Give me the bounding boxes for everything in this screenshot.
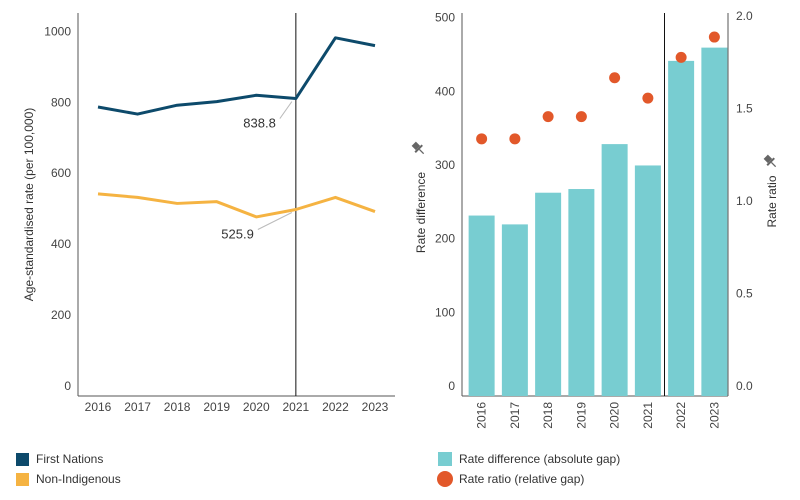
- bar-2019: [568, 189, 595, 396]
- y-tick-label-right: 2.0: [736, 9, 753, 23]
- annotation-leader-first-nations: [279, 101, 293, 119]
- bar-2022: [668, 60, 695, 396]
- ratio-dot-2016: [476, 133, 488, 145]
- legend-label-non-indigenous: Non-Indigenous: [36, 472, 121, 486]
- x-tick-label: 2023: [707, 402, 721, 429]
- y-tick-label-right: 0.5: [736, 286, 753, 300]
- pin-icon-left: [411, 141, 425, 155]
- legend-swatch-rate-difference: [438, 452, 452, 466]
- y-axis-title-right: Rate ratio: [765, 175, 779, 227]
- legend-dot-rate-ratio: [437, 471, 453, 487]
- x-tick-label: 2017: [124, 400, 151, 414]
- x-tick-label: 2018: [541, 402, 555, 429]
- series-line-non-indigenous: [97, 192, 376, 219]
- y-tick-label-right: 0.0: [736, 379, 753, 393]
- y-tick-label-left: 100: [435, 305, 455, 319]
- y-tick-label: 200: [51, 308, 71, 322]
- ratio-dot-2018: [542, 111, 554, 123]
- pin-needle: [770, 161, 777, 168]
- y-tick-label-left: 200: [435, 232, 455, 246]
- y-tick-label: 600: [51, 166, 71, 180]
- x-tick-label: 2017: [508, 402, 522, 429]
- y-tick-label-right: 1.5: [736, 101, 753, 115]
- legend-item-rate-difference[interactable]: Rate difference (absolute gap): [438, 449, 620, 469]
- ratio-dot-2019: [575, 111, 587, 123]
- legend-item-non-indigenous[interactable]: Non-Indigenous: [16, 469, 121, 489]
- y-tick-label-left: 300: [435, 158, 455, 172]
- annotation-non-indigenous: 525.9: [221, 227, 254, 242]
- y-tick-label: 400: [51, 237, 71, 251]
- x-tick-label: 2022: [322, 400, 349, 414]
- pin-needle: [418, 148, 425, 155]
- pin-icon-right: [763, 154, 777, 168]
- x-tick-label: 2019: [574, 402, 588, 429]
- x-tick-label: 2021: [283, 400, 310, 414]
- pin-collar: [414, 144, 423, 153]
- y-tick-label-left: 400: [435, 84, 455, 98]
- legend-swatch-first-nations: [16, 452, 29, 466]
- x-tick-label: 2019: [203, 400, 230, 414]
- legend-swatch-non-indigenous: [16, 472, 29, 486]
- legend-label-first-nations: First Nations: [36, 452, 104, 466]
- y-axis-title: Age-standardised rate (per 100,000): [22, 108, 36, 301]
- legend-label-rate-ratio: Rate ratio (relative gap): [459, 472, 585, 486]
- x-tick-label: 2023: [362, 400, 389, 414]
- line-chart: 0 200 400 600 800 1000 2016 2017 2018 2019 2020 202…: [22, 13, 395, 414]
- x-tick-label: 2020: [243, 400, 270, 414]
- annotation-first-nations: 838.8: [243, 116, 276, 131]
- bar-2020: [601, 144, 628, 396]
- x-tick-label: 2018: [164, 400, 191, 414]
- y-tick-label: 0: [64, 379, 71, 393]
- bar-2017: [501, 224, 528, 396]
- legend-right: Rate difference (absolute gap) Rate rati…: [437, 449, 620, 489]
- legend-left: First Nations Non-Indigenous: [16, 449, 121, 489]
- x-tick-label: 2020: [608, 402, 622, 429]
- ratio-dot-2017: [509, 133, 521, 145]
- y-tick-label-left: 0: [448, 379, 455, 393]
- x-tick-label: 2016: [85, 400, 112, 414]
- y-tick-label-left: 500: [435, 11, 455, 25]
- y-axis-title-left: Rate difference: [414, 172, 428, 253]
- ratio-dot-2023: [708, 31, 720, 43]
- bar-2018: [535, 192, 562, 396]
- x-tick-label: 2021: [641, 402, 655, 429]
- series-line-first-nations: [97, 36, 376, 116]
- y-tick-label: 1000: [44, 24, 71, 38]
- legend-label-rate-difference: Rate difference (absolute gap): [459, 452, 621, 466]
- annotation-leader-non-indigenous: [257, 212, 293, 230]
- legend-item-rate-ratio[interactable]: Rate ratio (relative gap): [437, 469, 620, 489]
- ratio-dot-2021: [642, 92, 654, 104]
- y-tick-label-right: 1.0: [736, 194, 753, 208]
- y-tick-label: 800: [51, 95, 71, 109]
- x-tick-label: 2016: [475, 402, 489, 429]
- bar-2021: [634, 165, 661, 396]
- x-tick-label: 2022: [674, 402, 688, 429]
- ratio-dot-2022: [675, 51, 687, 63]
- pin-collar: [766, 157, 775, 166]
- bar-2023: [701, 47, 728, 396]
- bar-chart: 0 100 200 300 400 500 0.0 0.5 1.0 1.5 2.0 2016 2017 2…: [411, 9, 779, 429]
- ratio-dot-2020: [609, 72, 621, 84]
- bar-2016: [468, 215, 495, 396]
- legend-item-first-nations[interactable]: First Nations: [16, 449, 121, 469]
